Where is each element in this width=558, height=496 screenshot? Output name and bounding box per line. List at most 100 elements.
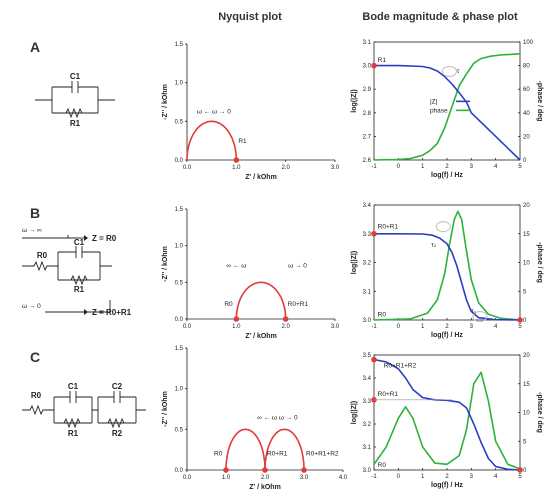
- y-tick-label: 3.4: [363, 203, 372, 209]
- x-tick-label: 0: [397, 324, 401, 330]
- bode-point: [371, 356, 377, 363]
- y-tick-label: 2.7: [363, 134, 372, 140]
- magnitude-series-line: [374, 233, 521, 321]
- resistor-r1-icon: [63, 417, 81, 429]
- arrow-icon: [84, 235, 88, 241]
- y2-tick-label: 15: [523, 382, 530, 388]
- y-tick-label: 3.1: [363, 289, 372, 295]
- capacitor-c2-icon: [113, 391, 121, 403]
- circuit-b-r1-label: R1: [74, 285, 85, 294]
- nyquist-point-label: R0+R1: [267, 450, 288, 457]
- y2-tick-label: 10: [523, 411, 530, 417]
- x-tick-label: 5: [518, 164, 522, 170]
- row-a-letter: A: [30, 39, 40, 55]
- bode-label: R0: [378, 312, 387, 319]
- nyquist-annotation: ω ← ω → 0: [197, 109, 231, 116]
- y2-tick-label: 60: [523, 87, 530, 93]
- x-axis-label: log(f) / Hz: [431, 482, 463, 489]
- nyquist-point: [282, 316, 289, 322]
- nyquist-point: [262, 467, 268, 473]
- x-tick-label: 1.0: [222, 475, 231, 481]
- tau1-highlight: [472, 311, 488, 323]
- legend-item-label: phase: [430, 107, 448, 114]
- legend-item-label: |Z|: [430, 98, 438, 105]
- bode-point: [517, 467, 523, 473]
- y-tick-label: 3.3: [363, 399, 372, 405]
- nyquist-arc: [235, 281, 287, 320]
- circuit-b-zr0r1: Z = R0+R1: [92, 308, 132, 317]
- y2-tick-label: 20: [523, 353, 530, 359]
- x-tick-label: 5: [518, 474, 522, 480]
- nyquist-point: [301, 467, 307, 473]
- nyquist-point-label: R0+R1+R2: [306, 450, 339, 457]
- y2-tick-label: 0: [523, 158, 527, 164]
- circuit-b-r0-label: R0: [37, 251, 48, 260]
- circuit-b-c1-label: C1: [74, 238, 85, 247]
- x-tick-label: 1: [421, 324, 425, 330]
- x-tick-label: 4.0: [339, 475, 348, 481]
- nyquist-annotation: ∞ ← ω ω → 0: [257, 415, 298, 422]
- bode-point: [517, 317, 523, 323]
- nyquist-point: [233, 157, 240, 163]
- circuit-c-c1-label: C1: [68, 382, 79, 391]
- y2-axis-label: -phase / deg: [536, 81, 543, 122]
- bode-label: R0+R1: [378, 391, 399, 398]
- y2-tick-label: 15: [523, 232, 530, 238]
- x-tick-label: -1: [371, 324, 377, 330]
- circuit-b: ω → ∞ Z = R0 C1 R0 R1 ω → 0 Z = R0+R1: [22, 227, 132, 317]
- capacitor-c1-icon: [69, 391, 77, 403]
- y-tick-label: 0.5: [175, 427, 184, 433]
- bode-label: R0: [378, 462, 387, 469]
- y2-tick-label: 10: [523, 261, 530, 267]
- y-tick-label: 3.0: [363, 468, 372, 474]
- nyquist-annotation-right: ω → 0: [288, 263, 307, 270]
- x-axis-label: Z' / kOhm: [245, 174, 277, 181]
- x-tick-label: 0.0: [183, 324, 192, 330]
- bode-plot-c: -1 0 1 2 3 4 53.03.13.23.33.43.505101520log(f)…: [351, 353, 543, 489]
- nyquist-header: Nyquist plot: [218, 11, 282, 23]
- x-tick-label: 0.0: [183, 475, 192, 481]
- tau2-highlight: [435, 221, 451, 233]
- x-tick-label: 0: [397, 474, 401, 480]
- phase-series-line: [373, 371, 521, 470]
- nyquist-point: [233, 316, 240, 322]
- nyquist-arc: [225, 428, 266, 470]
- y-tick-label: 3.5: [363, 353, 372, 359]
- circuit-b-high-freq: ω → ∞: [22, 227, 42, 234]
- circuit-c-r2-label: R2: [112, 429, 123, 438]
- y-tick-label: 2.8: [363, 111, 372, 117]
- nyquist-axes: [186, 44, 335, 161]
- y-axis-label: -Z'' / kOhm: [162, 246, 169, 282]
- plots-layer: 0.0 1.0 2.0 3.0 0.0 0.5 1.0 1.5 Z' / kOhm -Z'' / …: [162, 40, 543, 491]
- y-tick-label: 1.5: [175, 346, 184, 352]
- bode-plot-a: -1 0 1 2 3 4 5 2.6 2.7 2.8 2.9 3.0 3.1 0 20 40 60 80 100 lo…: [351, 40, 543, 179]
- y-tick-label: 0.0: [175, 317, 184, 323]
- x-tick-label: 3: [470, 474, 474, 480]
- x-tick-label: 4: [494, 474, 498, 480]
- y-axis-label: log(|Z|): [351, 89, 358, 112]
- y-tick-label: 0.0: [175, 158, 184, 164]
- y-tick-label: 1.5: [175, 42, 184, 48]
- nyquist-point: [223, 467, 229, 473]
- y-tick-label: 0.0: [175, 468, 184, 474]
- x-tick-label: 1.0: [232, 165, 241, 171]
- bode-label: R0+R1: [378, 224, 399, 231]
- y-tick-label: 3.2: [363, 422, 372, 428]
- y-tick-label: 2.6: [363, 158, 372, 164]
- circuit-c-r1-label: R1: [68, 429, 79, 438]
- row-c-letter: C: [30, 349, 40, 365]
- x-tick-label: 4: [494, 324, 498, 330]
- x-tick-label: 0: [397, 164, 401, 170]
- x-tick-label: 2: [445, 324, 449, 330]
- phase-series-line: [373, 53, 521, 161]
- y-tick-label: 3.3: [363, 232, 372, 238]
- y2-tick-label: 5: [523, 289, 527, 295]
- tau-highlight: [441, 66, 457, 77]
- capacitor-c1-icon: [71, 81, 79, 93]
- nyquist-plot-b: 0.0 1.0 2.0 3.0 0.0 0.5 1.0 1.5 Z' / kOhm -Z'' / …: [162, 207, 340, 340]
- y2-tick-label: 100: [523, 40, 534, 46]
- circuit-a-c1-label: C1: [70, 72, 81, 81]
- circuit-c-c2-label: C2: [112, 382, 123, 391]
- y-axis-label: log(|Z|): [351, 401, 358, 424]
